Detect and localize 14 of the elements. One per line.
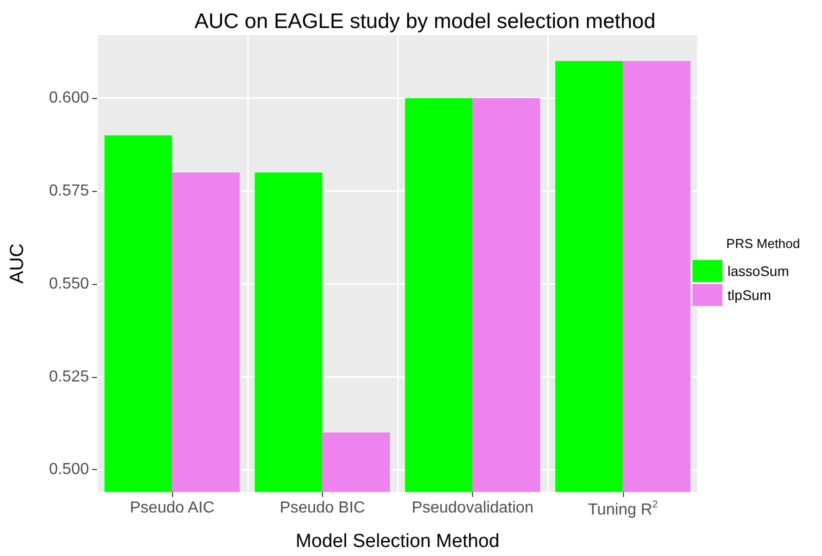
legend-label: lassoSum: [728, 263, 789, 279]
x-tick-label: Pseudo BIC: [280, 500, 366, 516]
y-tick-label: 0.575: [48, 182, 90, 200]
y-tick-label: 0.500: [48, 461, 90, 478]
y-tick-label: 0.525: [48, 368, 90, 386]
legend-title: PRS Method: [726, 236, 800, 251]
x-axis-title: Model Selection Method: [296, 531, 500, 552]
y-axis-title: AUC: [7, 243, 28, 284]
y-tick-label: 0.550: [48, 275, 90, 292]
chart-title: AUC on EAGLE study by model selection method: [194, 10, 656, 33]
x-tick-label: Pseudovalidation: [412, 500, 534, 516]
legend-label: tlpSum: [728, 287, 772, 303]
x-tick-label: Pseudo AIC: [130, 500, 214, 516]
y-tick-label: 0.600: [48, 90, 90, 107]
